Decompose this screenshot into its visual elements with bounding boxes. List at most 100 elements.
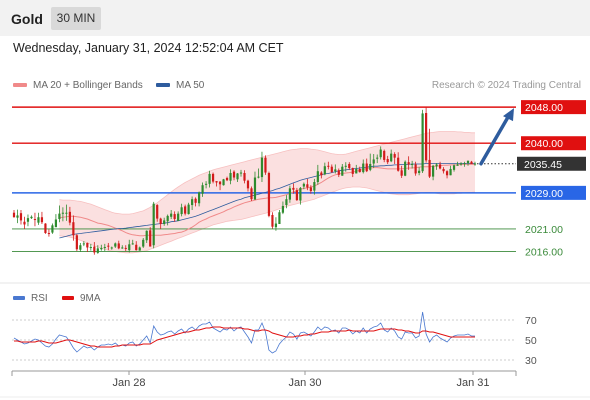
- candle: [33, 212, 37, 227]
- legend-rsi-label: RSI: [31, 293, 48, 304]
- chart-datetime: Wednesday, January 31, 2024 12:52:04 AM …: [13, 41, 284, 55]
- research-credit: Research © 2024 Trading Central: [431, 80, 581, 91]
- legend-ma50-label: MA 50: [176, 80, 205, 91]
- candle: [302, 182, 305, 190]
- candle: [267, 171, 271, 218]
- candle-body: [51, 225, 54, 233]
- candle: [281, 201, 285, 215]
- candle-body: [44, 223, 47, 234]
- level-label-2040.00: 2040.00: [525, 138, 563, 150]
- candle: [177, 211, 180, 221]
- candle: [463, 161, 466, 167]
- candle-body: [236, 173, 239, 180]
- candle-body: [418, 170, 421, 174]
- legend-rsi: RSI: [13, 293, 48, 304]
- candle-body: [201, 185, 204, 194]
- candle-body: [75, 235, 78, 250]
- candle-body: [344, 165, 347, 167]
- candle: [166, 214, 169, 226]
- x-tick-label: Jan 31: [456, 377, 489, 389]
- candle: [173, 211, 176, 222]
- candle: [72, 215, 75, 241]
- candle: [344, 162, 347, 172]
- candle-body: [12, 212, 16, 218]
- candle: [184, 204, 187, 216]
- candle-body: [163, 220, 166, 225]
- candle-body: [337, 170, 340, 175]
- candle-body: [229, 173, 232, 181]
- candle: [376, 154, 379, 164]
- candle: [208, 170, 211, 188]
- candle-body: [246, 180, 250, 189]
- candle-body: [79, 245, 82, 250]
- level-tag-2029.00: [521, 185, 586, 200]
- candle-body: [445, 171, 449, 176]
- candle: [355, 164, 358, 174]
- level-tag-2040.00: [521, 136, 586, 151]
- candle: [86, 242, 89, 252]
- candle: [278, 210, 281, 225]
- candle: [23, 216, 26, 229]
- candle: [89, 243, 92, 251]
- candle: [107, 242, 110, 251]
- candle-body: [267, 173, 271, 216]
- candle: [411, 160, 414, 169]
- candle: [124, 245, 127, 252]
- ma9-swatch: [62, 296, 74, 301]
- candle: [466, 160, 470, 166]
- candle: [152, 201, 155, 249]
- candle: [372, 154, 375, 169]
- candle-body: [184, 206, 187, 214]
- candle: [149, 227, 152, 247]
- candle: [323, 162, 326, 176]
- legend-9ma-label: 9MA: [80, 293, 101, 304]
- candle: [128, 239, 131, 253]
- candle: [313, 178, 316, 195]
- candle: [194, 197, 197, 207]
- candle-body: [225, 177, 229, 181]
- candle-body: [330, 166, 333, 173]
- candle: [309, 185, 312, 194]
- candle: [40, 211, 44, 225]
- legend-9ma: 9MA: [62, 293, 101, 304]
- timeframe-badge[interactable]: 30 MIN: [51, 7, 101, 30]
- candle-body: [243, 173, 246, 181]
- candle: [117, 240, 120, 250]
- candle: [75, 233, 78, 252]
- candle: [274, 217, 278, 231]
- candle-body: [449, 168, 452, 176]
- candle-body: [208, 173, 211, 184]
- candle: [197, 191, 201, 207]
- candle-body: [260, 157, 264, 178]
- candle-body: [264, 157, 267, 173]
- instrument-title: Gold: [11, 11, 43, 27]
- candle: [218, 181, 222, 191]
- candle-body: [86, 242, 89, 248]
- candle: [351, 167, 354, 178]
- candle: [456, 161, 459, 166]
- candle-body: [295, 190, 298, 201]
- candle-body: [253, 177, 257, 200]
- candle: [191, 196, 194, 211]
- candle-body: [302, 183, 305, 187]
- candle-body: [390, 153, 393, 162]
- candle-body: [281, 205, 285, 213]
- candle: [295, 187, 298, 201]
- candle-body: [61, 212, 64, 214]
- candle-body: [117, 243, 120, 249]
- candle: [253, 171, 257, 200]
- candle-body: [177, 213, 180, 221]
- candle-body: [404, 161, 407, 176]
- candle-body: [386, 159, 389, 163]
- candle-body: [128, 244, 131, 251]
- legend-ma20-label: MA 20 + Bollinger Bands: [33, 80, 143, 91]
- candle-body: [93, 246, 96, 253]
- candle-body: [180, 207, 183, 215]
- candle: [44, 223, 47, 234]
- candle: [421, 109, 424, 174]
- candle-body: [54, 219, 58, 228]
- candle-body: [327, 165, 330, 167]
- candle: [61, 207, 64, 222]
- candle-body: [278, 212, 281, 225]
- candle-body: [292, 187, 295, 190]
